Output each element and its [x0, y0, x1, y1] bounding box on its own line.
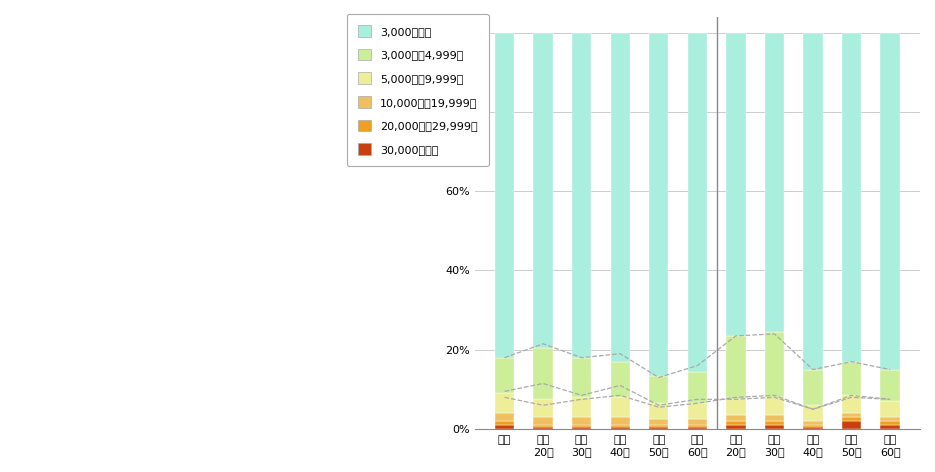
Bar — [881, 370, 899, 401]
Bar — [687, 403, 707, 419]
Bar — [649, 419, 669, 425]
Bar — [687, 427, 707, 429]
Bar — [495, 425, 514, 429]
Bar — [649, 33, 669, 376]
Bar — [881, 425, 899, 429]
Bar — [765, 415, 784, 421]
Bar — [495, 421, 514, 425]
Bar — [533, 427, 553, 429]
Bar — [765, 425, 784, 429]
Bar — [726, 425, 745, 429]
Bar — [533, 33, 553, 348]
Bar — [572, 33, 591, 358]
Bar — [533, 425, 553, 427]
Bar — [765, 332, 784, 397]
Bar — [572, 425, 591, 427]
Bar — [533, 417, 553, 425]
Bar — [572, 397, 591, 417]
Bar — [881, 417, 899, 421]
Bar — [803, 370, 823, 405]
Bar — [842, 417, 861, 421]
Bar — [726, 421, 745, 425]
Bar — [495, 358, 514, 393]
Bar — [765, 33, 784, 332]
Bar — [611, 362, 630, 397]
Bar — [803, 425, 823, 427]
Bar — [842, 362, 861, 396]
Bar — [881, 33, 899, 370]
Bar — [842, 421, 861, 429]
Bar — [495, 393, 514, 413]
Bar — [687, 371, 707, 403]
Bar — [572, 417, 591, 425]
Bar — [881, 421, 899, 425]
Bar — [687, 425, 707, 427]
Bar — [611, 425, 630, 427]
Bar — [726, 399, 745, 415]
Bar — [649, 376, 669, 403]
Bar — [842, 413, 861, 417]
Bar — [611, 417, 630, 425]
Bar — [687, 33, 707, 371]
Bar — [495, 33, 514, 358]
Bar — [803, 427, 823, 429]
Bar — [803, 421, 823, 425]
Bar — [881, 401, 899, 417]
Bar — [649, 403, 669, 419]
Bar — [765, 397, 784, 415]
Bar — [726, 336, 745, 399]
Bar — [572, 358, 591, 397]
Bar — [803, 405, 823, 421]
Bar — [803, 33, 823, 370]
Bar — [726, 415, 745, 421]
Bar — [572, 427, 591, 429]
Bar — [687, 419, 707, 425]
Bar — [726, 33, 745, 336]
Bar — [611, 397, 630, 417]
Bar — [611, 427, 630, 429]
Bar — [533, 399, 553, 417]
Bar — [842, 33, 861, 362]
Bar — [842, 396, 861, 413]
Bar — [611, 33, 630, 362]
Bar — [649, 427, 669, 429]
Bar — [495, 413, 514, 421]
Legend: 3,000円未満, 3,000円～4,999円, 5,000円～9,999円, 10,000円～19,999円, 20,000円～29,999円, 30,000: 3,000円未満, 3,000円～4,999円, 5,000円～9,999円, … — [347, 14, 489, 166]
Bar — [765, 421, 784, 425]
Bar — [649, 425, 669, 427]
Bar — [533, 348, 553, 399]
